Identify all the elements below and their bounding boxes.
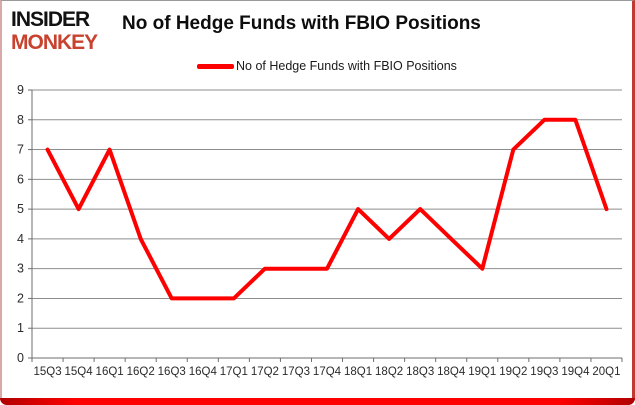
x-tick-label: 19Q1 [468, 366, 496, 378]
y-tick-label: 3 [17, 262, 24, 276]
series-line [45, 117, 609, 301]
x-tick-label: 18Q2 [375, 366, 403, 378]
x-tick-label: 20Q1 [592, 366, 620, 378]
x-tick-label: 16Q3 [158, 366, 186, 378]
logo-monkey-text: MONKEY [11, 31, 98, 54]
chart-legend: No of Hedge Funds with FBIO Positions [197, 59, 457, 73]
legend-label: No of Hedge Funds with FBIO Positions [236, 59, 457, 73]
legend-line-swatch [197, 63, 234, 69]
x-tick-label: 15Q4 [65, 366, 94, 378]
x-tick-label: 15Q3 [33, 366, 61, 378]
x-tick-label: 19Q2 [499, 366, 527, 378]
y-tick-label: 6 [17, 172, 24, 186]
chart-title: No of Hedge Funds with FBIO Positions [122, 13, 481, 34]
x-tick-label: 19Q4 [561, 366, 590, 378]
x-tick-label: 18Q4 [437, 366, 466, 378]
y-tick-label: 2 [17, 291, 24, 305]
x-tick-label: 17Q4 [313, 366, 342, 378]
x-tick-label: 16Q1 [96, 366, 124, 378]
x-tick-label: 18Q1 [344, 366, 372, 378]
logo-insider-text: INSIDER [11, 8, 90, 31]
y-tick-label: 7 [17, 143, 24, 157]
insider-monkey-logo: INSIDER MONKEY [11, 8, 98, 54]
x-tick-label: 17Q2 [251, 366, 279, 378]
y-tick-label: 9 [17, 83, 24, 97]
x-tick-label: 16Q2 [127, 366, 155, 378]
y-tick-label: 5 [17, 202, 24, 216]
x-tick-label: 17Q3 [282, 366, 310, 378]
card-bottom-red-bar [0, 398, 635, 405]
y-tick-label: 1 [17, 321, 24, 335]
y-tick-label: 8 [17, 113, 24, 127]
x-tick-label: 16Q4 [189, 366, 218, 378]
y-tick-label: 4 [17, 232, 24, 246]
x-tick-label: 18Q3 [406, 366, 434, 378]
x-tick-label: 17Q1 [220, 366, 248, 378]
x-tick-label: 19Q3 [530, 366, 558, 378]
y-tick-label: 0 [17, 351, 24, 365]
